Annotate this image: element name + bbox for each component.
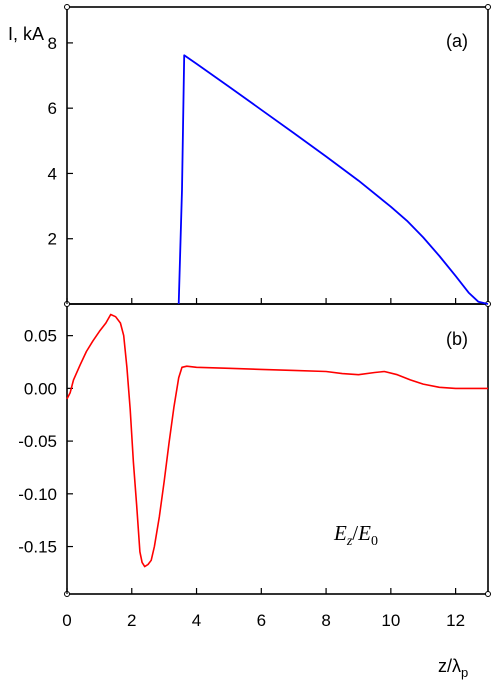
corner-marker xyxy=(64,4,70,10)
y-tick-label: -0.05 xyxy=(18,432,57,451)
y-tick-label: 6 xyxy=(48,99,57,118)
x-axis-title: z/λp xyxy=(438,656,468,680)
y-tick-label: 2 xyxy=(48,230,57,249)
y-axis-title: I, kA xyxy=(8,24,44,44)
x-tick-label: 12 xyxy=(446,611,465,630)
panel-a-label: (a) xyxy=(446,31,468,51)
y-tick-label: 0.05 xyxy=(24,327,57,346)
y-tick-label: -0.10 xyxy=(18,485,57,504)
y-tick-label: 0.00 xyxy=(24,379,57,398)
panel-a-frame xyxy=(66,6,489,305)
x-tick-label: 4 xyxy=(192,611,201,630)
x-tick-label: 6 xyxy=(257,611,266,630)
x-tick-label: 0 xyxy=(62,611,71,630)
x-tick-label: 2 xyxy=(127,611,136,630)
current-series-line xyxy=(177,54,489,305)
field-series-line xyxy=(66,313,488,568)
corner-marker xyxy=(485,4,491,10)
field-annotation: Ez/E0 xyxy=(333,521,378,549)
y-tick-label: 4 xyxy=(48,164,57,183)
panel-b-ticks: 0.05 0.00 -0.05 -0.10 -0.15 0 2 4 6 8 10 12 xyxy=(18,327,465,630)
panel-b-label: (b) xyxy=(446,329,468,349)
corner-marker xyxy=(485,591,491,597)
panel-b-frame xyxy=(66,303,489,595)
panel-a-ticks: 2 4 6 8 xyxy=(48,34,457,304)
x-tick-label: 8 xyxy=(321,611,330,630)
x-tick-label: 10 xyxy=(381,611,400,630)
y-tick-label: 8 xyxy=(48,34,57,53)
y-tick-label: -0.15 xyxy=(18,538,57,557)
